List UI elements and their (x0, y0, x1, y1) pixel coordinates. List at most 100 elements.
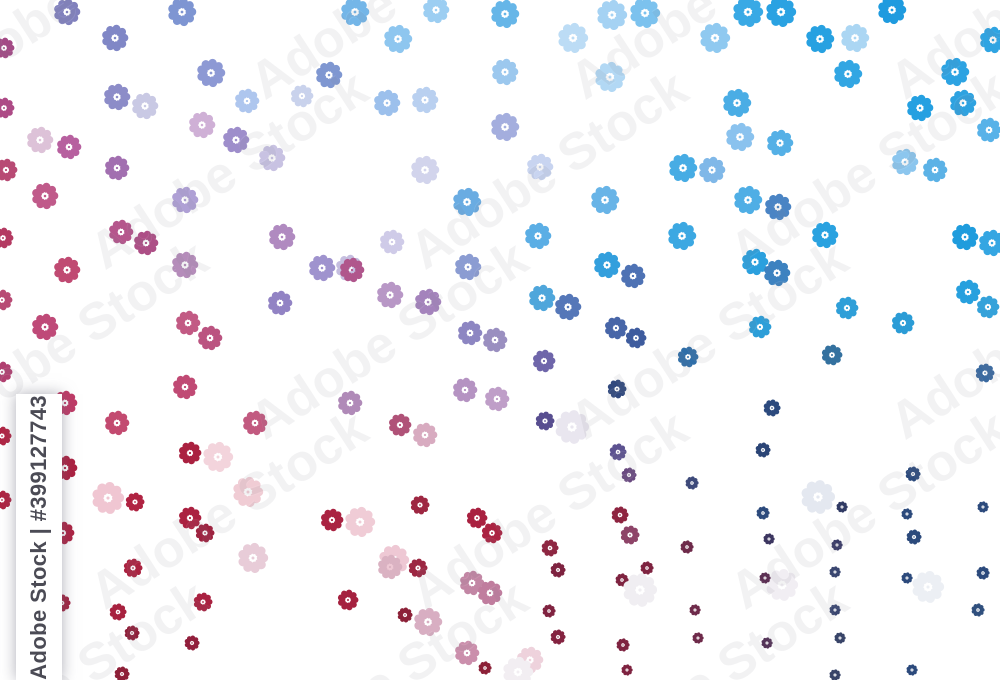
pinwheel-flower (130, 92, 159, 121)
pinwheel-flower (760, 637, 773, 650)
pinwheel-flower (593, 61, 626, 94)
pinwheel-flower (754, 442, 771, 459)
pinwheel-flower (465, 507, 488, 530)
pinwheel-flower (480, 522, 503, 545)
pinwheel-flower (839, 23, 870, 54)
pinwheel-flower (890, 148, 919, 177)
pinwheel-flower (233, 88, 260, 115)
pinwheel-flower (553, 409, 590, 446)
pinwheel-flower (619, 525, 640, 546)
pinwheel-flower (0, 361, 13, 384)
pinwheel-flower (221, 126, 250, 155)
pinwheel-flower (319, 508, 344, 533)
pinwheel-flower (732, 185, 763, 216)
pinwheel-flower (619, 263, 646, 290)
pinwheel-flower (132, 230, 159, 257)
pinwheel-flower (948, 89, 977, 118)
pinwheel-flower (621, 572, 658, 609)
pinwheel-flower (0, 227, 14, 250)
pinwheel-flower (666, 221, 697, 252)
pinwheel-flower (799, 479, 836, 516)
pinwheel-flower (731, 0, 764, 29)
pinwheel-flower (624, 327, 647, 350)
pinwheel-flower (490, 58, 519, 87)
pinwheel-flower (905, 664, 918, 677)
pinwheel-flower (266, 290, 293, 317)
pinwheel-flower (52, 256, 81, 285)
pinwheel-flower (195, 58, 226, 89)
pinwheel-flower (762, 533, 775, 546)
pinwheel-flower (489, 0, 520, 30)
pinwheel-flower (833, 632, 846, 645)
pinwheel-flower (196, 325, 223, 352)
pinwheel-flower (378, 229, 405, 256)
pinwheel-flower (451, 187, 482, 218)
pinwheel-flower (691, 632, 704, 645)
pinwheel-flower (411, 422, 438, 449)
pinwheel-flower (113, 666, 130, 680)
pinwheel-flower (375, 281, 404, 310)
pinwheel-flower (697, 156, 726, 185)
pinwheel-flower (412, 607, 443, 638)
pinwheel-flower (975, 566, 990, 581)
pinwheel-flower (939, 57, 970, 88)
pinwheel-flower (527, 284, 556, 313)
pinwheel-flower (828, 566, 841, 579)
pinwheel-flower (764, 568, 799, 603)
pinwheel-flower (410, 86, 439, 115)
pinwheel-flower (30, 313, 59, 342)
pinwheel-flower (553, 293, 582, 322)
pinwheel-flower (55, 134, 82, 161)
pinwheel-flower (343, 506, 376, 539)
pinwheel-flower (525, 153, 554, 182)
pinwheel-flower (481, 327, 508, 354)
pinwheel-flower (477, 661, 492, 676)
pinwheel-flower (103, 155, 130, 182)
pinwheel-flower (954, 279, 981, 306)
pinwheel-flower (724, 122, 755, 153)
watermark-bar: Adobe Stock | #399127743 (16, 394, 62, 680)
pinwheel-flower (765, 129, 794, 158)
pinwheel-flower (828, 604, 841, 617)
pinwheel-flower (0, 289, 13, 312)
pinwheel-flower (453, 253, 482, 282)
pinwheel-flower (830, 539, 843, 552)
pinwheel-flower (603, 316, 628, 341)
pinwheel-flower (241, 410, 268, 437)
pinwheel-flower (676, 346, 699, 369)
pinwheel-flower (684, 476, 699, 491)
pinwheel-flower (0, 490, 12, 511)
pinwheel-flower (740, 248, 769, 277)
pinwheel-flower (595, 0, 628, 32)
pinwheel-flower (679, 540, 694, 555)
pinwheel-flower (950, 223, 979, 252)
pinwheel-flower (834, 296, 859, 321)
pinwheel-flower (183, 635, 200, 652)
pinwheel-flower (755, 506, 770, 521)
pinwheel-flower (589, 185, 620, 216)
pinwheel-flower (339, 0, 370, 28)
pinwheel-flower (832, 59, 863, 90)
watermark-text: Adobe Stock | #399127743 (26, 394, 51, 680)
pinwheel-flower (667, 153, 698, 184)
pinwheel-flower (592, 251, 621, 280)
pinwheel-flower (900, 572, 913, 585)
pinwheel-flower (0, 37, 15, 60)
pinwheel-flower (451, 377, 478, 404)
pinwheel-flower (453, 640, 480, 667)
pinwheel-flower (124, 492, 145, 513)
pinwheel-flower (187, 111, 216, 140)
pinwheel-flower (201, 441, 234, 474)
pinwheel-flower (976, 501, 989, 514)
pinwheel-flower (975, 295, 1000, 320)
pinwheel-flower (336, 589, 359, 612)
pinwheel-flower (615, 638, 630, 653)
pinwheel-flower (828, 669, 841, 680)
pinwheel-flower (123, 625, 140, 642)
pinwheel-flower (25, 126, 54, 155)
pinwheel-flower (549, 562, 566, 579)
pinwheel-flower (721, 88, 752, 119)
pinwheel-flower (122, 558, 143, 579)
